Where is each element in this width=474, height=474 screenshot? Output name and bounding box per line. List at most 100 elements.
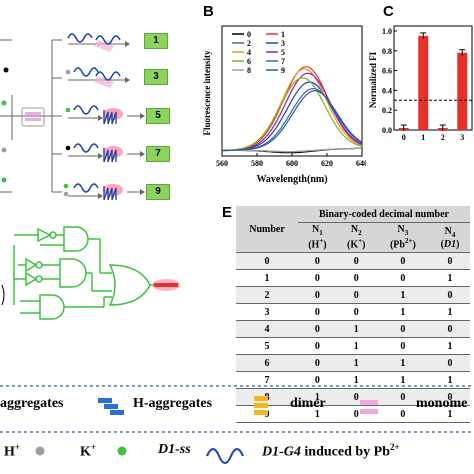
- legend-row-aggregates: aggregates H-aggregates dimer monome: [0, 382, 474, 422]
- legend-label: 1: [281, 30, 285, 39]
- legend-label: 8: [247, 66, 251, 75]
- table-cell: 0: [430, 388, 470, 406]
- table-cell: 0: [236, 252, 298, 270]
- table-cell: 0: [336, 269, 376, 287]
- table-cell: 1: [336, 320, 376, 338]
- table-cell: 0: [298, 337, 337, 355]
- y-axis-label: Fluorescence intensity: [202, 50, 212, 136]
- d1ss-icon: [206, 448, 244, 464]
- table-cell: 4: [236, 320, 298, 338]
- x-tick-label: 640: [356, 159, 366, 168]
- k-label: K+: [80, 442, 97, 460]
- legend-label: 4: [247, 48, 251, 57]
- output-tag: 7: [146, 146, 170, 162]
- x-tick-label: 620: [321, 159, 333, 168]
- table-cell: 0: [430, 286, 470, 304]
- table-cell: 7: [236, 371, 298, 389]
- table-cell: 1: [375, 354, 431, 372]
- group-header: Binary-coded decimal number: [298, 206, 470, 223]
- bcd-table: Number Binary-coded decimal number N1 (H+…: [236, 206, 470, 423]
- x-tick-label: 1: [421, 133, 425, 142]
- table-cell: 0: [298, 286, 337, 304]
- table-cell: 0: [336, 252, 376, 270]
- monomer-label: monome: [416, 396, 468, 411]
- table-cell: 0: [298, 303, 337, 321]
- column-header: N2 (K+): [336, 222, 376, 253]
- h-aggregate-icon: [254, 396, 268, 401]
- series-line-5: [221, 72, 363, 152]
- table-cell: 1: [336, 337, 376, 355]
- table-cell: 0: [375, 405, 431, 423]
- y-axis-label: Normalized FI: [368, 51, 378, 108]
- table-cell: 6: [236, 354, 298, 372]
- dimer-label: dimer: [290, 396, 326, 411]
- series-line-3: [221, 81, 363, 152]
- table-cell: 0: [298, 320, 337, 338]
- table-cell: 1: [298, 405, 337, 423]
- normalized-fi-chart: Normalized FI 0.0 0.2 0.4 0.6 0.8 1.0 0 1 2 3: [368, 25, 473, 142]
- panel-c-label: C: [383, 3, 394, 20]
- table-cell: 0: [336, 286, 376, 304]
- legend-label: 7: [281, 57, 285, 66]
- aggregate-icon: [98, 398, 112, 403]
- table-cell: 0: [336, 303, 376, 321]
- table-cell: 0: [430, 354, 470, 372]
- legend-row-species: H+ K+ D1-ss D1-G4 induced by Pb2+: [0, 430, 474, 470]
- y-tick-label: 0.2: [382, 106, 392, 115]
- table-cell: 1: [430, 371, 470, 389]
- output-tag: 5: [146, 108, 170, 124]
- legend-label: 0: [247, 30, 251, 39]
- y-tick-label: 0.4: [382, 86, 392, 95]
- table-cell: 0: [375, 320, 431, 338]
- output-tag: 9: [146, 184, 170, 200]
- h-label: H+: [4, 442, 21, 460]
- table-cell: 0: [430, 252, 470, 270]
- column-header: N3 (Pb2+): [375, 222, 431, 253]
- x-tick-label: 580: [251, 159, 263, 168]
- x-tick-label: 2: [441, 133, 445, 142]
- table-cell: 1: [430, 303, 470, 321]
- table-cell: 0: [298, 252, 337, 270]
- panel-b-label: B: [203, 3, 214, 20]
- series-line-8: [222, 147, 362, 153]
- series-line-6: [221, 77, 363, 151]
- column-header: N4 (D1): [430, 222, 470, 253]
- table-cell: 0: [375, 252, 431, 270]
- y-tick-label: 1.0: [382, 27, 392, 36]
- table-cell: 1: [430, 269, 470, 287]
- table-cell: 1: [336, 371, 376, 389]
- table-cell: 5: [236, 337, 298, 355]
- table-cell: 0: [375, 388, 431, 406]
- table-cell: 1: [236, 269, 298, 287]
- y-tick-label: 0.0: [382, 126, 392, 135]
- table-cell: 1: [336, 354, 376, 372]
- table-cell: 1: [430, 337, 470, 355]
- table-cell: 1: [375, 371, 431, 389]
- h-dot: [1, 147, 7, 153]
- h-aggregate-icon: [254, 410, 268, 415]
- table-cell: 0: [375, 269, 431, 287]
- column-header: N1 (H+): [298, 222, 337, 253]
- table-cell: 1: [375, 303, 431, 321]
- x-tick-label: 600: [286, 159, 298, 168]
- table-cell: 0: [375, 337, 431, 355]
- legend-label: 3: [281, 39, 285, 48]
- aggregate-icon: [110, 410, 124, 415]
- dimer-icon: [360, 409, 378, 414]
- y-tick-label: 0.8: [382, 47, 392, 56]
- number-header: Number: [236, 206, 298, 253]
- legend-label: 9: [281, 66, 285, 75]
- h-dot-icon: [35, 446, 45, 456]
- legend-label: 2: [247, 39, 251, 48]
- output-tag: 3: [144, 69, 168, 85]
- x-tick-label: 3: [460, 133, 464, 142]
- bar: [418, 35, 429, 130]
- panel-e-label: E: [222, 204, 233, 221]
- scheme-panel: [0, 33, 145, 200]
- table-cell: 3: [236, 303, 298, 321]
